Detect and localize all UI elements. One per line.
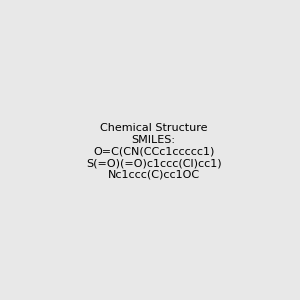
Text: Chemical Structure
SMILES:
O=C(CN(CCc1ccccc1)
S(=O)(=O)c1ccc(Cl)cc1)
Nc1ccc(C)cc: Chemical Structure SMILES: O=C(CN(CCc1cc… <box>86 123 222 180</box>
